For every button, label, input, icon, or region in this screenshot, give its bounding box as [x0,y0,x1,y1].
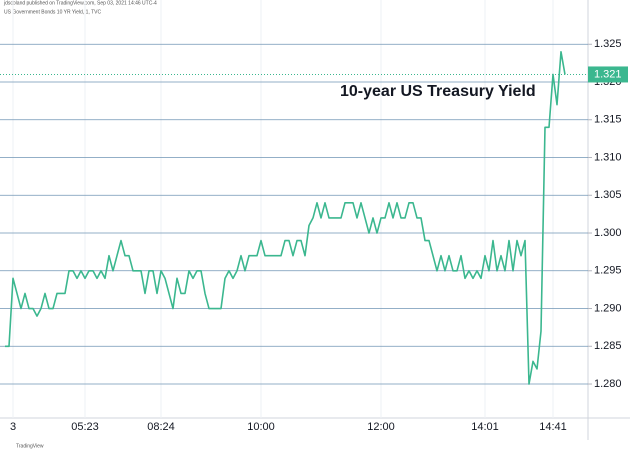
y-tick-label: 1.310 [594,151,622,163]
y-tick-label: 1.300 [594,227,622,239]
header: jdscoland published on TradingView.com, … [3,0,157,6]
x-tick-label: 12:00 [367,421,395,433]
y-tick-label: 1.315 [594,114,622,126]
y-tick-label: 1.325 [594,38,622,50]
last-value-box [588,66,628,83]
x-tick-label: 05:23 [71,421,99,433]
y-tick-label: 1.285 [594,340,622,352]
x-tick-label: 14:41 [539,421,567,433]
chart-title: 10-year US Treasury Yield [340,83,536,100]
last-value-label: 1.321 [594,68,622,80]
x-tick-label: 3 [10,421,16,433]
legend-text: US Government Bonds 10 YR Yield, 1, TVC [4,9,101,15]
x-tick-label: 08:24 [147,421,175,433]
y-tick-label: 1.280 [594,378,622,390]
y-tick-label: 1.305 [594,189,622,201]
x-tick-label: 14:01 [471,421,499,433]
y-tick-label: 1.290 [594,302,622,314]
y-tick-label: 1.295 [594,265,622,277]
footer: TradingView [16,443,44,449]
x-tick-label: 10:00 [247,421,275,433]
price-line [5,51,566,385]
